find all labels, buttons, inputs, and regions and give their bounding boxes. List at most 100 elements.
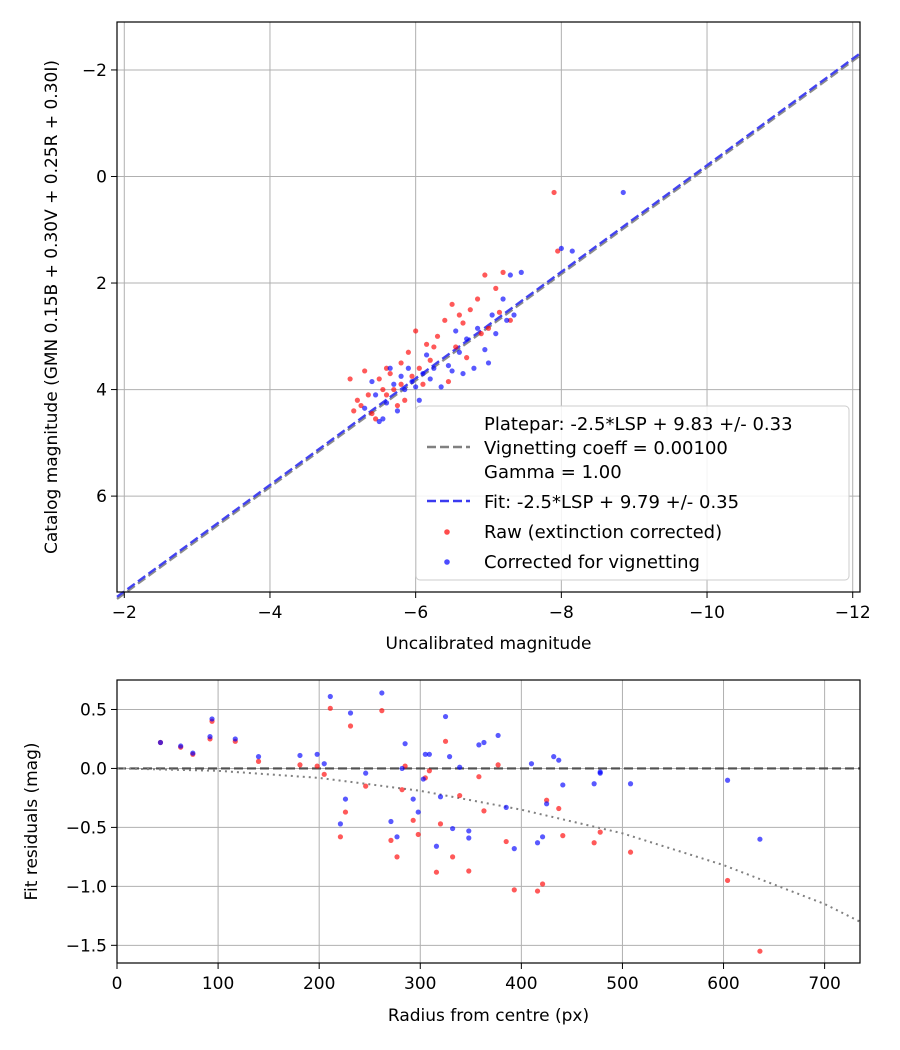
residuals-point [426, 768, 432, 774]
calibration-point [409, 378, 415, 385]
residuals-point [503, 804, 509, 810]
residuals-point [388, 837, 394, 843]
residuals-point [379, 708, 385, 714]
calibration-point [460, 320, 466, 326]
calibration-point [482, 347, 488, 353]
residuals-point [415, 831, 421, 838]
calibration-point [394, 402, 401, 409]
residuals-x-tick-label: 700 [808, 974, 840, 994]
residuals-point [450, 854, 456, 860]
residuals-x-tick-label: 100 [202, 974, 234, 994]
calibration-plot: −2 −4 −6 −8 −10 −12 −2 0 2 4 6 Uncalibrated magnit… [42, 21, 871, 654]
residuals-grid [116, 680, 860, 963]
residuals-point [560, 782, 566, 788]
residuals-point [363, 783, 369, 789]
calibration-point [351, 408, 357, 414]
residuals-point [415, 809, 421, 815]
calibration-point [555, 248, 561, 254]
calibration-point [372, 392, 379, 398]
calibration-point [620, 189, 626, 196]
calibration-point [372, 416, 379, 422]
calibration-x-axis-label: Uncalibrated magnitude [386, 634, 592, 654]
residuals-point [511, 846, 517, 852]
residuals-x-axis-label: Radius from centre (px) [388, 1006, 589, 1026]
residuals-point [399, 765, 405, 772]
calibration-point [460, 370, 466, 377]
residuals-point [757, 836, 763, 842]
residuals-point [337, 821, 344, 827]
calibration-point [482, 272, 488, 278]
calibration-x-tick-label: −10 [689, 603, 725, 623]
residuals-point [321, 761, 327, 767]
calibration-point [474, 296, 481, 302]
calibration-point [398, 381, 404, 387]
calibration-point [413, 328, 419, 334]
calibration-point [383, 400, 390, 406]
residuals-point [420, 776, 426, 782]
residuals-point [297, 752, 303, 759]
residuals-point [433, 869, 440, 875]
calibration-point [434, 333, 441, 339]
residuals-point [342, 809, 349, 815]
calibration-point [504, 317, 510, 323]
calibration-point [383, 392, 390, 398]
residuals-point [437, 794, 444, 800]
calibration-y-tick-label: −2 [82, 61, 107, 81]
calibration-ticks: −2 −4 −6 −8 −10 −12 −2 0 2 4 6 [82, 61, 871, 623]
calibration-point [380, 386, 386, 393]
calibration-point [558, 245, 564, 252]
calibration-point [413, 384, 419, 390]
calibration-point [391, 386, 397, 393]
residuals-point [457, 792, 463, 799]
residuals-point [597, 770, 603, 776]
residuals-point [450, 825, 456, 832]
residuals-point [190, 750, 196, 756]
calibration-point [449, 301, 455, 307]
residuals-plot: 0 100 200 300 400 500 600 700 0.5 0.0 −0.5 −1.0 −1.5… [22, 679, 861, 1026]
residuals-point [446, 754, 453, 760]
calibration-x-tick-label: −8 [549, 603, 574, 623]
calibration-point [376, 418, 382, 425]
residuals-x-tick-label: 600 [707, 974, 739, 994]
residuals-point [379, 690, 385, 696]
residuals-reference-lines [116, 767, 861, 923]
calibration-point [420, 381, 426, 387]
calibration-point [464, 336, 470, 342]
calibration-point [347, 376, 353, 382]
calibration-point [449, 368, 455, 374]
residuals-point [442, 738, 449, 744]
residuals-point [503, 838, 509, 845]
residuals-point [757, 948, 763, 954]
calibration-x-tick-label: −2 [112, 603, 137, 623]
residuals-y-tick-label: −0.5 [66, 818, 107, 838]
residuals-y-tick-label: −1.0 [66, 877, 107, 897]
residuals-point [457, 764, 463, 770]
residuals-point [388, 818, 394, 825]
fit-line [116, 52, 861, 598]
residuals-points [157, 690, 763, 954]
calibration-point [387, 370, 393, 377]
calibration-point [569, 248, 575, 254]
calibration-point [387, 365, 393, 371]
calibration-point [391, 381, 397, 387]
residuals-point [321, 771, 327, 777]
calibration-point [409, 373, 415, 379]
residuals-point [528, 761, 535, 767]
residuals-x-tick-label: 300 [404, 974, 436, 994]
calibration-y-tick-label: 6 [96, 487, 107, 507]
calibration-point [398, 360, 404, 366]
legend-corrected-marker [444, 559, 450, 565]
calibration-point [445, 362, 452, 369]
calibration-point [438, 384, 444, 390]
residuals-y-axis-label: Fit residuals (mag) [22, 743, 42, 901]
calibration-point [394, 408, 401, 414]
calibration-point [383, 365, 390, 371]
legend-corrected-label: Corrected for vignetting [484, 552, 700, 573]
calibration-x-tick-label: −6 [403, 603, 428, 623]
calibration-point [489, 312, 495, 318]
residuals-point [534, 888, 541, 894]
calibration-point [442, 317, 448, 323]
legend-box [415, 405, 850, 581]
residuals-point [255, 758, 262, 764]
